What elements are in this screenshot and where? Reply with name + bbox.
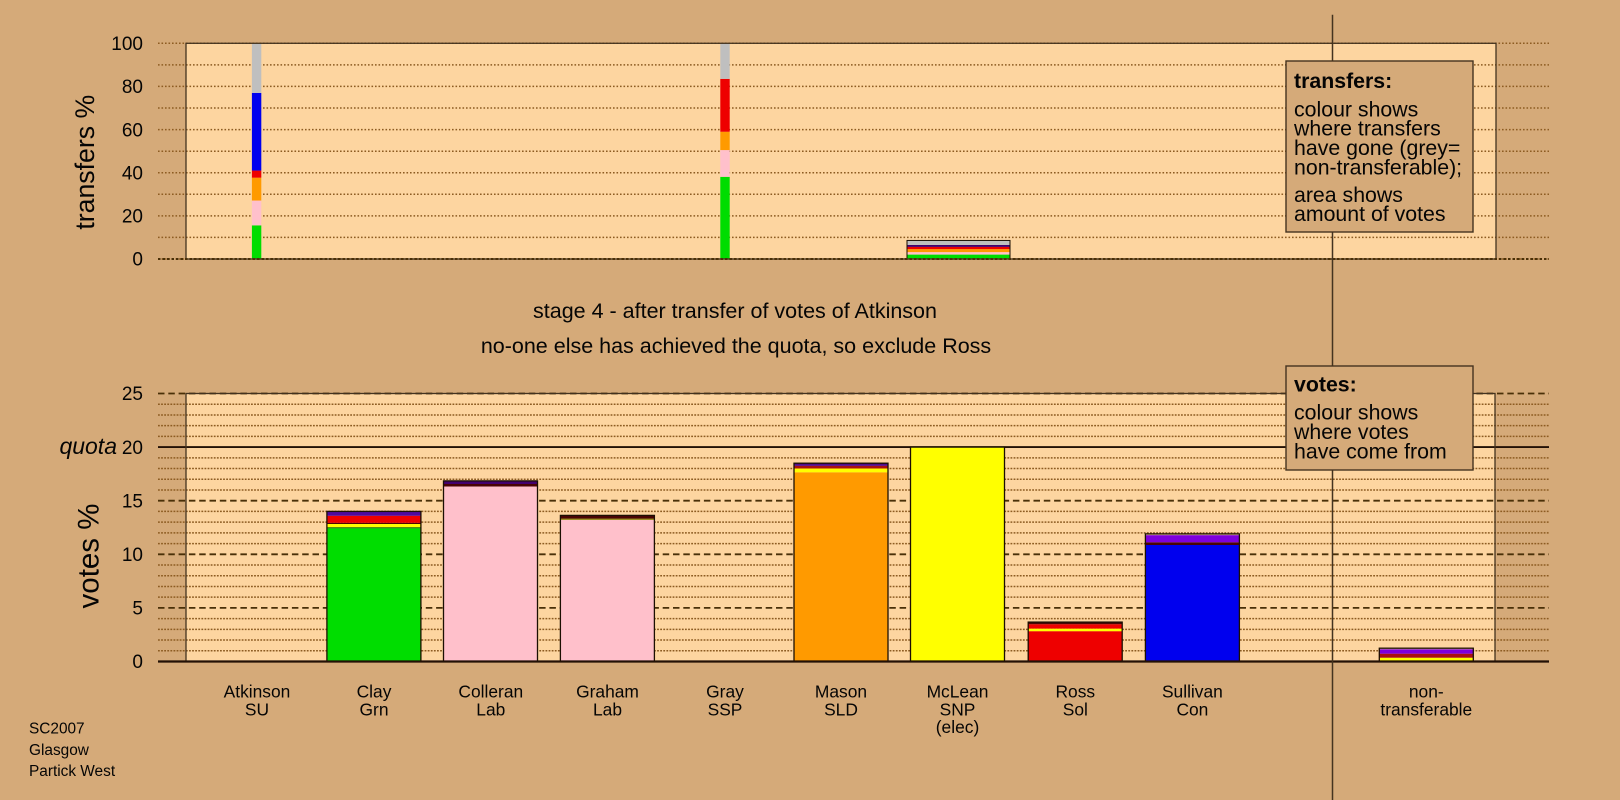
svg-text:10: 10 <box>122 545 143 566</box>
svg-text:Grn: Grn <box>360 699 389 719</box>
svg-text:15: 15 <box>122 491 143 512</box>
svg-text:amount of votes: amount of votes <box>1294 202 1446 226</box>
svg-text:20: 20 <box>122 438 143 459</box>
svg-text:quota: quota <box>59 433 117 459</box>
svg-text:Partick West: Partick West <box>29 763 116 780</box>
svg-text:area shows: area shows <box>1294 183 1403 207</box>
svg-text:no-one else has achieved the q: no-one else has achieved the quota, so e… <box>481 334 991 358</box>
svg-text:80: 80 <box>122 77 143 98</box>
svg-text:Sol: Sol <box>1063 699 1088 719</box>
svg-text:Lab: Lab <box>593 699 622 719</box>
svg-text:SSP: SSP <box>708 699 743 719</box>
svg-text:have come from: have come from <box>1294 439 1447 463</box>
svg-text:(elec): (elec) <box>936 717 980 737</box>
svg-text:votes:: votes: <box>1294 373 1357 397</box>
svg-text:SNP: SNP <box>940 699 976 719</box>
svg-text:20: 20 <box>122 207 143 228</box>
svg-text:40: 40 <box>122 163 143 184</box>
svg-text:Ross: Ross <box>1055 682 1095 702</box>
svg-text:5: 5 <box>132 599 143 620</box>
svg-text:0: 0 <box>132 652 143 673</box>
svg-text:Colleran: Colleran <box>458 682 523 702</box>
svg-text:colour shows: colour shows <box>1294 401 1418 425</box>
svg-text:non-transferable);: non-transferable); <box>1294 156 1462 180</box>
svg-text:transfers:: transfers: <box>1294 69 1392 93</box>
svg-text:SU: SU <box>245 699 269 719</box>
svg-text:SC2007: SC2007 <box>29 721 85 738</box>
svg-text:Mason: Mason <box>815 682 867 702</box>
svg-text:Con: Con <box>1176 699 1208 719</box>
svg-text:transferable: transferable <box>1380 699 1472 719</box>
svg-text:0: 0 <box>132 250 143 271</box>
svg-text:Atkinson: Atkinson <box>224 682 291 702</box>
svg-text:Lab: Lab <box>476 699 505 719</box>
svg-text:Sullivan: Sullivan <box>1162 682 1223 702</box>
svg-text:Glasgow: Glasgow <box>29 742 90 759</box>
svg-text:SLD: SLD <box>824 699 858 719</box>
svg-text:colour shows: colour shows <box>1294 97 1418 121</box>
svg-text:Clay: Clay <box>357 682 392 702</box>
svg-text:stage 4 - after transfer of vo: stage 4 - after transfer of votes of Atk… <box>533 299 937 323</box>
svg-text:have gone (grey=: have gone (grey= <box>1294 136 1460 160</box>
svg-text:votes %: votes % <box>73 504 106 609</box>
svg-text:60: 60 <box>122 120 143 141</box>
svg-text:100: 100 <box>111 34 143 55</box>
svg-text:McLean: McLean <box>927 682 989 702</box>
svg-text:Gray: Gray <box>706 682 744 702</box>
svg-text:transfers %: transfers % <box>70 95 100 230</box>
svg-text:where votes: where votes <box>1293 420 1409 444</box>
svg-text:Graham: Graham <box>576 682 639 702</box>
svg-text:where transfers: where transfers <box>1293 117 1441 141</box>
svg-text:non-: non- <box>1409 682 1444 702</box>
svg-text:25: 25 <box>122 384 143 405</box>
